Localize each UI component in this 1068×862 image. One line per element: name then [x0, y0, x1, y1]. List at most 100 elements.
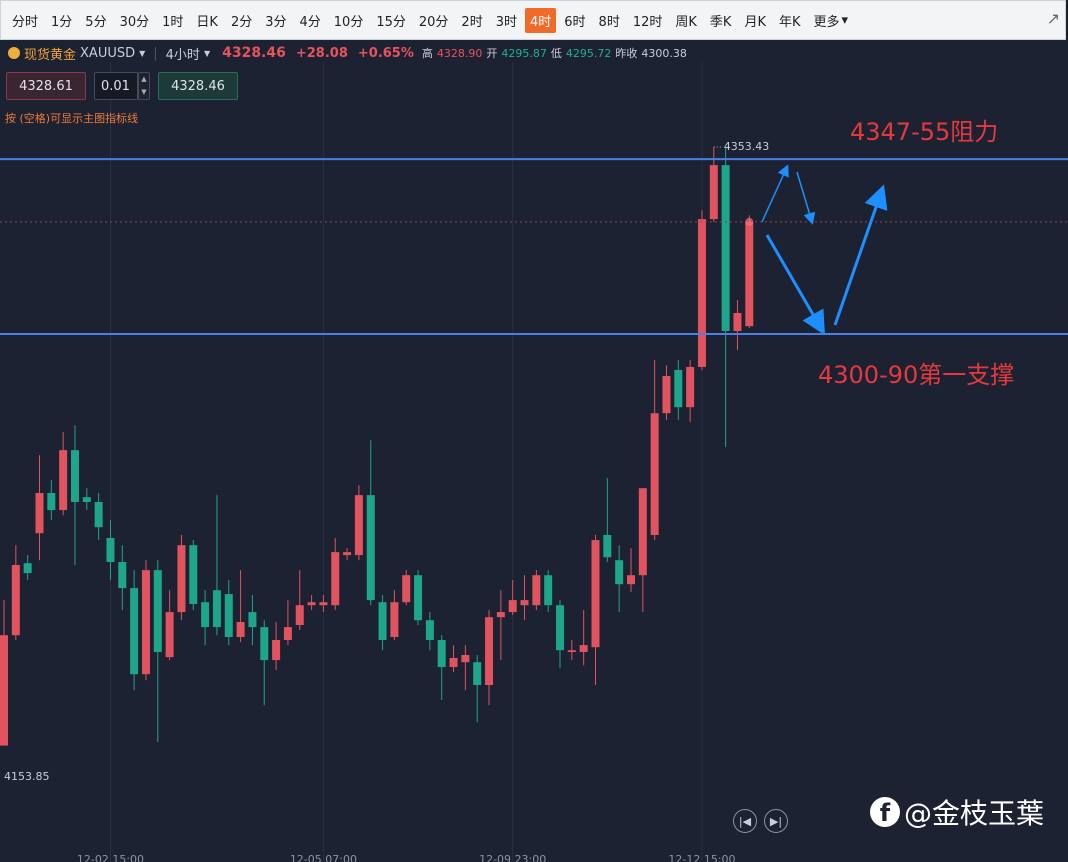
candle-body [626, 575, 635, 585]
period-tab[interactable]: 周K [675, 14, 697, 30]
candle-body [82, 497, 91, 502]
candle-body [674, 370, 683, 408]
candle-body [721, 165, 730, 331]
candle-body [650, 413, 659, 535]
candle-body [141, 570, 150, 675]
current-price-dot [745, 217, 754, 226]
lots-stepper[interactable]: ▲ ▼ [138, 72, 150, 100]
candle-body [307, 602, 316, 606]
period-tab[interactable]: 3时 [495, 14, 517, 30]
candle-body [201, 602, 210, 628]
quote-header: 现货黄金 XAUUSD ▼ | 4小时 ▼ 4328.46 +28.08 +0.65… [8, 44, 687, 63]
candle-body [354, 495, 363, 556]
candle-body [414, 575, 423, 621]
candle-body [283, 627, 292, 640]
order-panel: 4328.61 0.01 ▲ ▼ 4328.46 [6, 72, 238, 100]
annotation: 4300-90第一支撑 [818, 361, 1014, 389]
candle-body [556, 605, 565, 651]
hint-text: 按 (空格)可显示主图指标线 [5, 112, 139, 125]
candle-body [402, 575, 411, 603]
period-tab[interactable]: 30分 [119, 14, 150, 30]
period-tab[interactable]: 1分 [51, 14, 73, 30]
period-tab[interactable]: 5分 [85, 14, 107, 30]
candle-body [106, 538, 115, 562]
candle-body [449, 658, 458, 667]
candle-body [485, 617, 494, 685]
period-tab[interactable]: 1时 [162, 14, 184, 30]
period-tab[interactable]: 季K [709, 14, 732, 30]
candle-body [437, 640, 446, 667]
period-tab[interactable]: 6时 [564, 14, 586, 30]
candle-body [224, 594, 233, 637]
dropdown-caret: ▼ [203, 48, 211, 58]
candle-body [520, 600, 529, 606]
candle-body [295, 605, 304, 625]
instrument-name[interactable]: 现货黄金 [24, 47, 77, 63]
low-label: 4153.85 [4, 770, 50, 783]
candle-body [461, 655, 470, 663]
candle-body [35, 493, 44, 534]
expand-icon[interactable]: ↗ [1046, 9, 1060, 28]
gold-icon [8, 47, 20, 59]
period-tab[interactable]: 分时 [12, 14, 39, 30]
candle-body [236, 622, 245, 637]
period-tab[interactable]: 12时 [632, 14, 663, 30]
period-tab[interactable]: 2分 [230, 14, 253, 30]
candle-body [0, 635, 8, 746]
candle-body [319, 602, 328, 606]
nav-last[interactable]: ▶| [764, 809, 788, 833]
change-pct: +0.65% [357, 45, 414, 61]
candle-body [212, 590, 221, 628]
candle-body [638, 488, 647, 576]
x-tick-label: 12-05 07:00 [290, 853, 357, 862]
candle-body [390, 602, 399, 637]
period-tab[interactable]: 月K [744, 14, 766, 30]
period-tab[interactable]: 20分 [418, 14, 449, 30]
dropdown-caret: ▼ [139, 48, 146, 58]
candle-body [59, 450, 68, 511]
x-tick-label: 12-12 15:00 [668, 853, 735, 862]
candle-body [177, 545, 186, 613]
period-tab[interactable]: 8时 [598, 14, 620, 30]
drawn-arrow [761, 164, 789, 223]
candle-body [579, 645, 588, 652]
candle-body [544, 575, 553, 606]
candle-body [532, 575, 541, 606]
period-tab[interactable]: 4时 [524, 7, 557, 33]
period-tab[interactable]: 10分 [333, 14, 364, 30]
candle-body [733, 313, 742, 331]
candle-body [11, 565, 20, 636]
x-tick-label: 12-02 15:00 [77, 853, 144, 862]
candle-body [473, 662, 482, 685]
candle-body [567, 650, 576, 652]
candle-body [508, 600, 517, 613]
candle-body [130, 588, 139, 675]
annotation: 4347-55阻力 [850, 118, 998, 146]
period-tab[interactable]: 4分 [299, 14, 321, 30]
candle-body [366, 495, 375, 601]
period-tab[interactable]: 更多 [813, 14, 840, 30]
nav-first[interactable]: |◀ [733, 809, 757, 833]
candle-body [615, 560, 624, 585]
candle-body [343, 552, 352, 556]
high-value: 4328.90 [436, 46, 483, 60]
symbol[interactable]: XAUUSD [80, 45, 136, 61]
period-tab[interactable]: 日K [196, 14, 218, 30]
candle-body [118, 562, 127, 589]
period-tab[interactable]: 年K [778, 14, 801, 30]
buy-button[interactable]: 4328.46 [158, 72, 238, 100]
sell-button[interactable]: 4328.61 [6, 72, 86, 100]
candle-body [662, 376, 671, 414]
low-value: 4295.72 [565, 46, 612, 60]
candle-body [697, 219, 706, 367]
period-tab[interactable]: 3分 [265, 14, 287, 30]
period-tab[interactable]: 2时 [461, 14, 483, 30]
candle-body [47, 493, 56, 511]
period-tab[interactable]: 15分 [376, 14, 406, 30]
lots-input[interactable]: 0.01 [94, 72, 138, 100]
period[interactable]: 4小时 [165, 47, 200, 63]
candle-body [378, 602, 387, 640]
candle-body [70, 450, 79, 502]
